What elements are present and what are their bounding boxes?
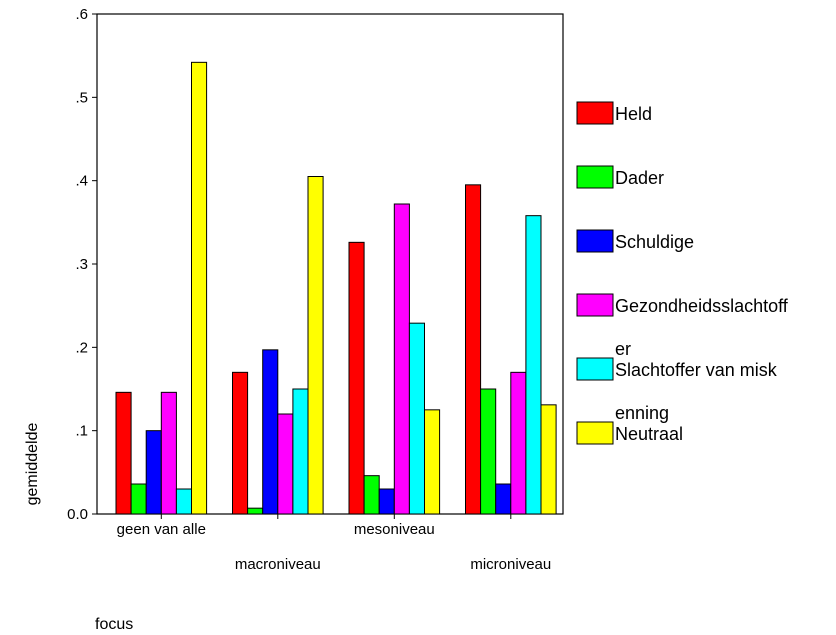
legend-swatch <box>576 293 614 317</box>
y-axis: 0.0 .1 .2 .3 .4 .5 .6 <box>67 6 97 523</box>
legend-label: enning <box>615 403 669 423</box>
bar-neutraal-1 <box>307 176 324 515</box>
bars <box>115 61 557 515</box>
legend-swatch <box>576 101 614 125</box>
legend-swatch <box>576 165 614 189</box>
bar-schuldige-0 <box>145 430 162 515</box>
y-tick-label: 0.0 <box>67 506 88 523</box>
legend-label: Slachtoffer van misk <box>615 360 778 380</box>
legend: Held Dader Schuldige Gezondheidsslachtoff er… <box>576 101 789 445</box>
x-axis-title: focus <box>95 616 133 633</box>
bar-neutraal-0 <box>191 61 208 515</box>
bar-dader-2 <box>363 475 380 515</box>
bar-slachtoffer-van-miskenning-1 <box>292 388 309 515</box>
bar-gezondheidsslachtoffer-2 <box>393 203 410 515</box>
y-tick-label: .5 <box>75 89 88 106</box>
legend-swatch <box>576 357 614 381</box>
bar-held-3 <box>465 184 482 515</box>
bar-neutraal-3 <box>540 404 557 515</box>
bar-schuldige-3 <box>495 483 512 515</box>
bar-dader-0 <box>130 483 147 515</box>
bar-gezondheidsslachtoffer-3 <box>510 371 527 515</box>
x-tick-label: mesoniveau <box>354 521 435 538</box>
y-tick-label: .1 <box>75 423 88 440</box>
bar-slachtoffer-van-miskenning-0 <box>175 488 192 515</box>
legend-label: Held <box>615 104 652 124</box>
legend-swatch <box>576 421 614 445</box>
legend-label: Gezondheidsslachtoff <box>615 296 789 316</box>
x-tick-label: macroniveau <box>235 556 321 573</box>
bar-gezondheidsslachtoffer-1 <box>277 413 294 515</box>
bar-schuldige-1 <box>262 349 279 515</box>
legend-label: Neutraal <box>615 424 683 444</box>
bar-slachtoffer-van-miskenning-3 <box>525 215 542 515</box>
legend-label: er <box>615 339 631 359</box>
x-tick-label: microniveau <box>470 556 551 573</box>
bar-held-0 <box>115 391 132 515</box>
y-axis-title: gemiddelde <box>24 423 41 506</box>
y-tick-label: .3 <box>75 256 88 273</box>
legend-swatch <box>576 229 614 253</box>
bar-neutraal-2 <box>424 409 441 515</box>
bar-schuldige-2 <box>378 488 395 515</box>
bar-dader-3 <box>480 388 497 515</box>
legend-label: Dader <box>615 168 664 188</box>
bar-dader-1 <box>247 507 264 515</box>
bar-held-2 <box>348 241 365 515</box>
x-axis: geen van alle macroniveau mesoniveau micron… <box>117 514 551 573</box>
y-tick-label: .6 <box>75 6 88 23</box>
bar-held-1 <box>232 371 249 515</box>
legend-label: Schuldige <box>615 232 694 252</box>
bar-gezondheidsslachtoffer-0 <box>160 391 177 515</box>
x-tick-label: geen van alle <box>117 521 206 538</box>
y-tick-label: .4 <box>75 173 88 190</box>
bar-slachtoffer-van-miskenning-2 <box>408 322 425 515</box>
y-tick-label: .2 <box>75 339 88 356</box>
